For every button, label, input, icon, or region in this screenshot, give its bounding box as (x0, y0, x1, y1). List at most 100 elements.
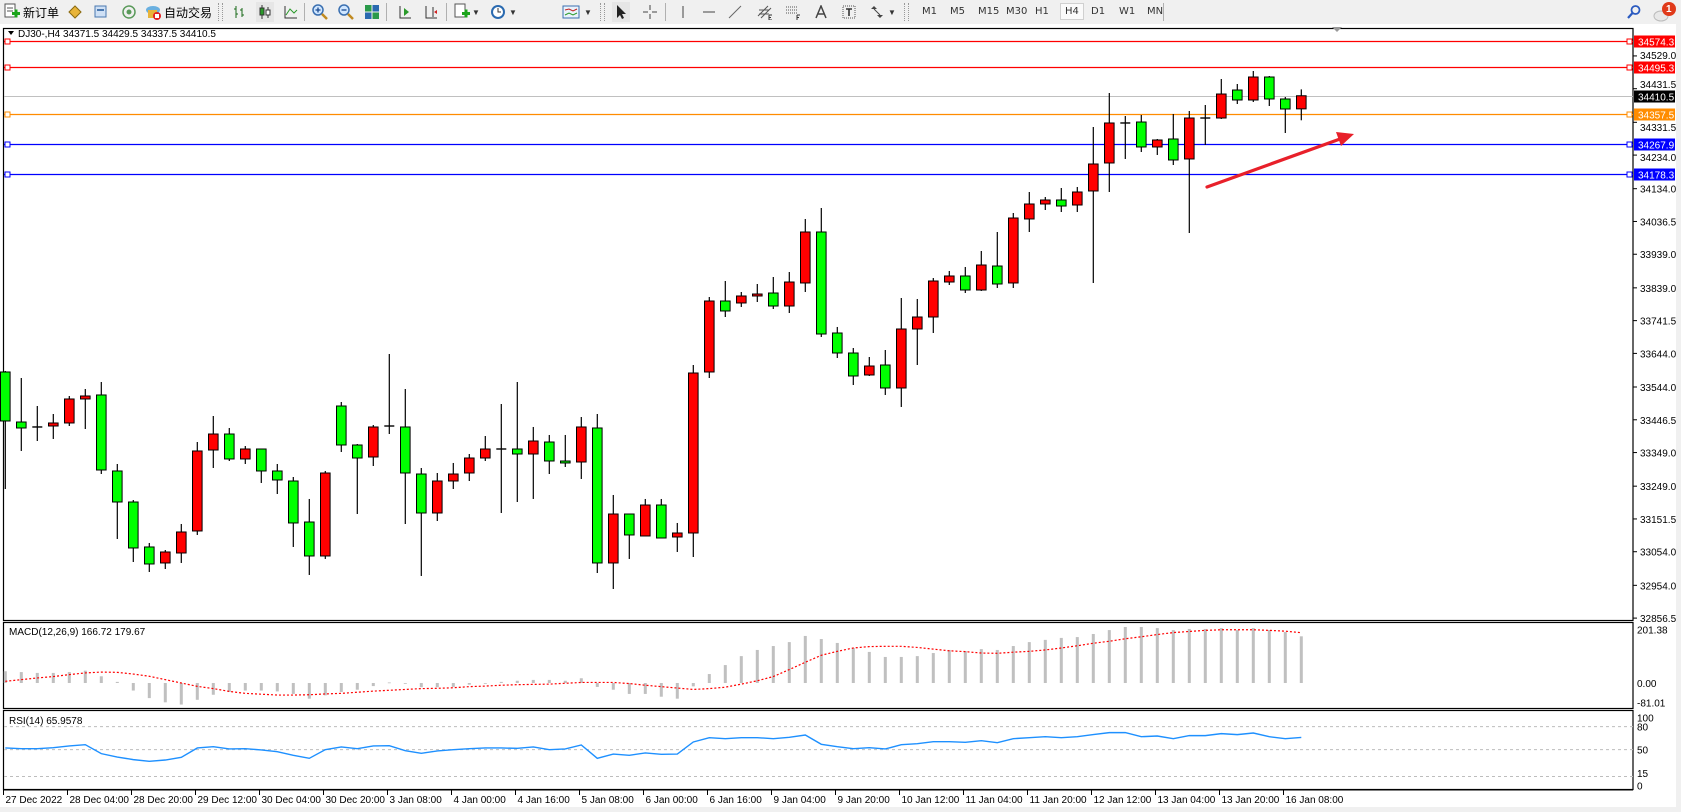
level-line-handle[interactable] (1626, 171, 1633, 178)
level-line-handle[interactable] (1626, 141, 1633, 148)
level-line-handle[interactable] (4, 141, 11, 148)
vertical-line-icon[interactable] (675, 2, 691, 22)
rsi-line (5, 731, 1302, 763)
candle-body-down (720, 300, 731, 312)
macd-histogram-bar (803, 635, 807, 683)
crosshair-icon[interactable] (641, 2, 659, 22)
zoom-in-icon[interactable] (311, 2, 329, 22)
candle-body-up (752, 293, 763, 297)
autoscroll-icon[interactable] (396, 2, 414, 22)
equidistant-channel-icon[interactable] (756, 2, 774, 22)
tile-windows-icon[interactable] (363, 2, 381, 22)
notification-icon[interactable]: 1 (1652, 2, 1678, 22)
fibonacci-icon[interactable] (784, 2, 802, 22)
macd-histogram-bar (163, 683, 167, 703)
periods-dropdown-icon[interactable]: ▼ (509, 7, 517, 17)
cursor-icon[interactable] (612, 2, 630, 22)
candle-body-down (1232, 89, 1243, 101)
auto-trading-button[interactable]: 自动交易 (164, 5, 213, 20)
timeframe-m30-button[interactable]: M30 (1006, 6, 1028, 17)
text-icon[interactable] (813, 2, 829, 22)
time-axis-label: 4 Jan 00:00 (454, 795, 507, 806)
candle (624, 513, 635, 559)
candle-body-up (192, 450, 203, 532)
timeframe-m5-button[interactable]: M5 (950, 6, 965, 17)
toolbar-grip[interactable] (600, 3, 605, 21)
periods-clock-icon[interactable] (489, 2, 507, 22)
macd-title: MACD(12,26,9) 166.72 179.67 (9, 627, 146, 638)
candle (1072, 186, 1083, 212)
level-line-handle[interactable] (1626, 64, 1633, 71)
timeframe-d1-button[interactable]: D1 (1091, 6, 1106, 17)
timeframe-h1-button[interactable]: H1 (1035, 6, 1049, 17)
macd-histogram-bar (707, 674, 711, 683)
signals-icon[interactable] (120, 2, 138, 22)
candle-body-up (896, 328, 907, 389)
level-line-handle[interactable] (4, 38, 11, 45)
candle-body-down (336, 405, 347, 446)
macd-histogram-bar (611, 683, 615, 690)
candle-body-down (656, 504, 667, 539)
auto-trading-icon[interactable] (144, 2, 162, 22)
candle-body-up (480, 448, 491, 459)
candle (752, 283, 763, 303)
macd-pane[interactable]: 201.38 0.00 -81.01 (2, 621, 1669, 710)
horizontal-line-icon[interactable] (701, 2, 717, 22)
bar-chart-icon[interactable] (230, 2, 248, 22)
level-line-handle[interactable] (1626, 38, 1633, 45)
timeframe-mn-button[interactable]: MN (1147, 6, 1164, 17)
timeframe-m15-button[interactable]: M15 (978, 6, 1000, 17)
toolbar-grip[interactable] (904, 3, 909, 21)
templates-dropdown-icon[interactable]: ▼ (584, 7, 592, 17)
candle-body-up (1072, 191, 1083, 206)
chart-window[interactable]: 34529.0 34431.5 34331.5 34234.0 34134.0 34036… (0, 24, 1681, 812)
level-line-handle[interactable] (1626, 111, 1633, 118)
timeframe-m1-button[interactable]: M1 (922, 6, 937, 17)
candle (352, 443, 363, 515)
price-pane[interactable]: 34529.0 34431.5 34331.5 34234.0 34134.0 34036… (0, 27, 1677, 626)
chart-shift-icon[interactable] (422, 2, 440, 22)
macd-histogram-bar (1283, 632, 1287, 683)
templates-icon[interactable] (562, 2, 580, 22)
price-axis-label: 33644.0 (1640, 349, 1677, 360)
line-chart-icon[interactable] (282, 2, 300, 22)
text-label-icon[interactable] (840, 2, 858, 22)
level-line-handle[interactable] (4, 111, 11, 118)
chart-shift-marker-icon[interactable] (1332, 27, 1342, 32)
candle (64, 395, 75, 427)
level-line-handle[interactable] (4, 64, 11, 71)
time-axis-label: 29 Dec 12:00 (198, 795, 258, 806)
new-order-button[interactable]: 新订单 (23, 5, 60, 20)
toolbar-separator (665, 3, 666, 21)
timeframe-w1-button[interactable]: W1 (1119, 6, 1136, 17)
red-arrow-annotation[interactable] (1205, 137, 1342, 189)
chart-menu-triangle-icon[interactable] (8, 31, 14, 35)
candle-body-down (560, 460, 571, 464)
timeframe-h4-button[interactable]: H4 (1060, 3, 1084, 20)
candle-body-down (1264, 76, 1275, 100)
macd-histogram-bar (483, 683, 487, 684)
arrows-dropdown-icon[interactable]: ▼ (888, 7, 896, 17)
level-line-handle[interactable] (4, 171, 11, 178)
candle (976, 250, 987, 291)
arrows-icon[interactable] (868, 2, 886, 22)
macd-histogram-bar (915, 656, 919, 683)
trendline-icon[interactable] (727, 2, 743, 22)
candle (96, 382, 107, 475)
candle-body-up (528, 440, 539, 455)
market-watch-icon[interactable] (66, 2, 84, 22)
indicators-icon[interactable] (453, 2, 471, 22)
toolbar-grip[interactable] (218, 3, 223, 21)
zoom-out-icon[interactable] (337, 2, 355, 22)
search-icon[interactable] (1626, 2, 1642, 22)
macd-histogram-bar (179, 683, 183, 705)
indicators-dropdown-icon[interactable]: ▼ (472, 7, 480, 17)
candle-body-down (960, 275, 971, 291)
time-axis-label: 9 Jan 20:00 (838, 795, 891, 806)
candlestick-icon[interactable] (256, 2, 274, 22)
new-order-icon[interactable] (3, 2, 21, 22)
candle-body-up (1248, 76, 1259, 101)
candle-body-up (640, 504, 651, 537)
navigator-icon[interactable] (92, 2, 110, 22)
